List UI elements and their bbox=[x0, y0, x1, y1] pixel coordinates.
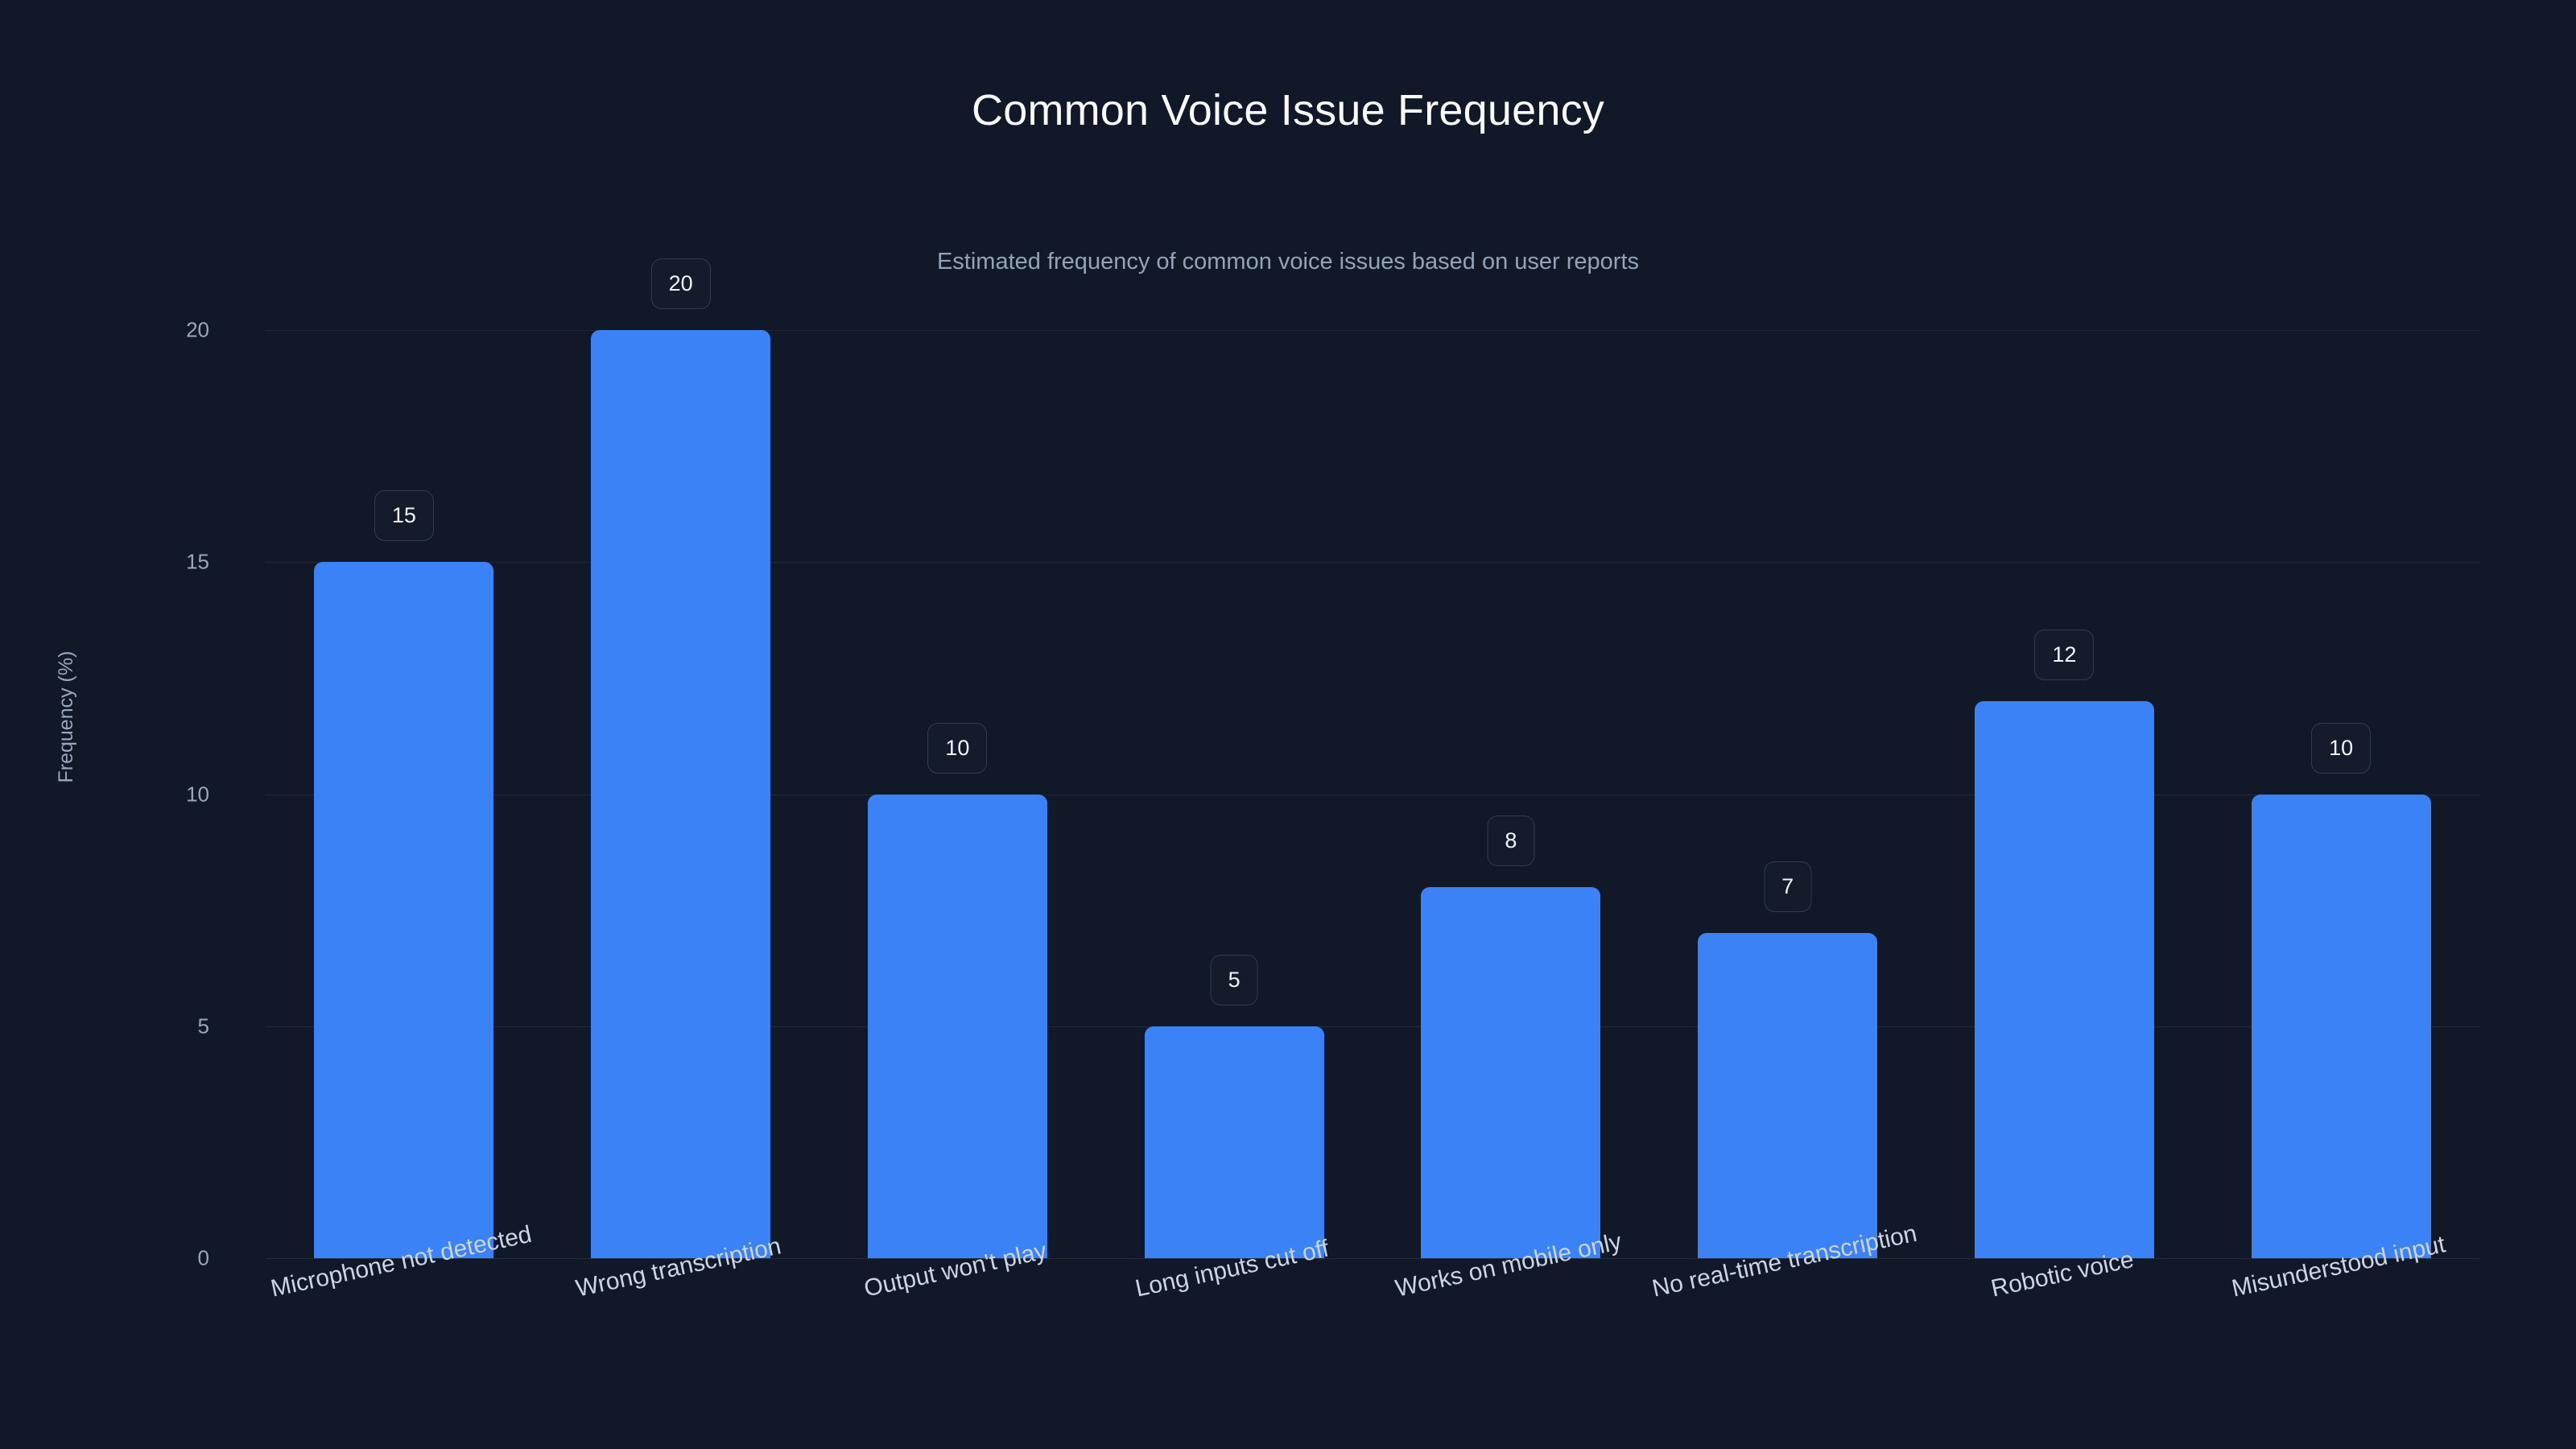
y-axis-tick-label: 10 bbox=[186, 782, 209, 806]
bar[interactable] bbox=[1144, 1026, 1324, 1258]
plot-area bbox=[266, 330, 2479, 1259]
bar[interactable] bbox=[1421, 886, 1601, 1258]
gridline bbox=[266, 1258, 2479, 1259]
gridline bbox=[266, 330, 2479, 331]
bar-value-label: 10 bbox=[927, 722, 988, 774]
gridline bbox=[266, 562, 2479, 564]
bar[interactable] bbox=[314, 562, 494, 1258]
y-axis-tick-label: 15 bbox=[186, 549, 209, 574]
y-axis-tick-label: 0 bbox=[197, 1245, 209, 1270]
bar[interactable] bbox=[591, 330, 771, 1258]
y-axis-tick-label: 5 bbox=[197, 1013, 209, 1038]
chart-title: Common Voice Issue Frequency bbox=[972, 86, 1604, 134]
bar-value-label: 15 bbox=[374, 490, 434, 542]
bar-value-label: 12 bbox=[2034, 630, 2095, 681]
y-axis-label: Frequency (%) bbox=[55, 650, 78, 782]
bar-value-label: 20 bbox=[650, 258, 711, 309]
bar[interactable] bbox=[2251, 794, 2431, 1258]
bar[interactable] bbox=[1698, 933, 1878, 1258]
bar-value-label: 8 bbox=[1487, 815, 1535, 866]
bar-value-label: 5 bbox=[1210, 954, 1258, 1005]
bar[interactable] bbox=[1974, 701, 2154, 1258]
bar-value-label: 10 bbox=[2311, 722, 2372, 774]
gridline bbox=[266, 1026, 2479, 1027]
chart-subtitle: Estimated frequency of common voice issu… bbox=[936, 249, 1640, 275]
bar[interactable] bbox=[867, 794, 1047, 1258]
y-axis-tick-label: 20 bbox=[186, 317, 209, 342]
bar-value-label: 7 bbox=[1764, 861, 1812, 913]
